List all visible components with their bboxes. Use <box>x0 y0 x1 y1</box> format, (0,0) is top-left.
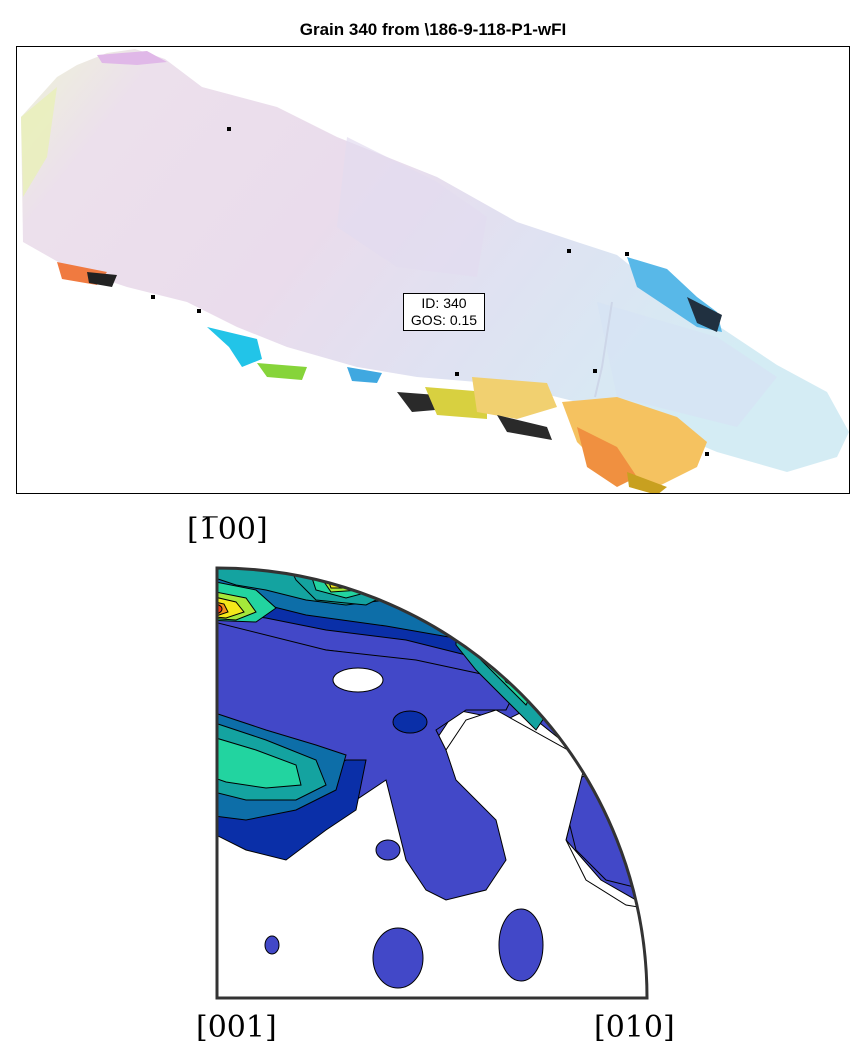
grain-id-text: ID: 340 <box>421 295 467 311</box>
inverse-pole-figure <box>215 566 649 1000</box>
figure-title: Grain 340 from \186-9-118-P1-wFI <box>299 20 567 39</box>
grain-gos-text: GOS: 0.15 <box>410 312 478 328</box>
pole-label-bottom-left: [001] <box>196 1010 277 1045</box>
grain-map-graphic <box>21 49 849 493</box>
pole-label-bottom-right: [010] <box>594 1010 675 1045</box>
orientation-map: ID: 340 GOS: 0.15 <box>16 46 850 494</box>
pole-label-top: [1̅00] <box>187 512 268 547</box>
contour-level-5 <box>217 734 302 789</box>
sector-outline <box>215 566 649 1000</box>
grain-info-label: ID: 340 GOS: 0.15 <box>403 293 485 331</box>
